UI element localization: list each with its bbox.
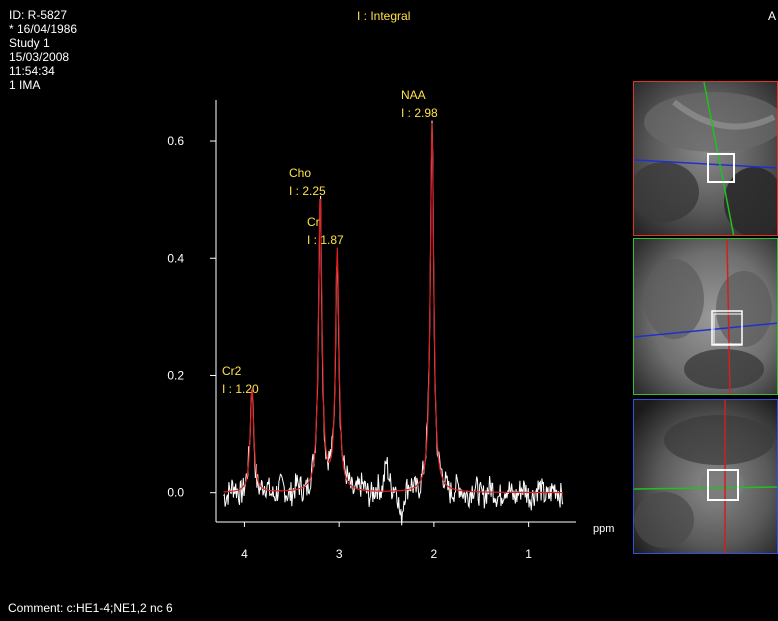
- x-tick-label: 3: [336, 547, 343, 561]
- x-axis-label: ppm: [593, 523, 614, 535]
- study-time: 11:54:34: [9, 64, 55, 78]
- peak-name-label: Cr2: [222, 364, 242, 378]
- study-label: Study 1: [9, 36, 50, 50]
- x-tick-label: 4: [241, 547, 248, 561]
- patient-id: ID: R-5827: [9, 8, 68, 22]
- peak-name-label: Cho: [289, 166, 311, 180]
- x-tick-label: 2: [431, 547, 438, 561]
- peak-name-label: Cr: [307, 215, 320, 229]
- patient-info: ID: R-5827 * 16/04/1986 Study 1 15/03/20…: [9, 8, 77, 92]
- comment-footer: Comment: c:HE1-4;NE1,2 nc 6: [8, 601, 173, 615]
- axial-localizer-image[interactable]: [633, 399, 778, 554]
- measured-spectrum-line: [223, 120, 564, 526]
- chart-labels: Cr2 I : 1.20 Cho I : 2.25 Cr I : 1.87 NAA I : 2…: [222, 88, 438, 396]
- y-tick-label: 0.4: [167, 251, 184, 265]
- peak-integral-label: I : 1.87: [307, 233, 344, 247]
- coronal-localizer-image[interactable]: [633, 238, 778, 395]
- fitted-spectrum-line: [223, 123, 564, 494]
- image-label: 1 IMA: [9, 78, 41, 92]
- y-tick-label: 0.0: [167, 486, 184, 500]
- coronal-localizer-graphic: [634, 239, 777, 394]
- y-tick-label: 0.6: [167, 134, 184, 148]
- axial-localizer-graphic: [634, 400, 777, 553]
- sagittal-localizer-image[interactable]: [633, 81, 778, 236]
- orientation-label: A: [768, 9, 777, 23]
- integral-legend: I : Integral: [357, 9, 411, 23]
- spectrum-chart: 0.0 0.2 0.4 0.6 4 3 2 1 ppm Cr2 I : 1.20 Cho I : 2.…: [167, 88, 614, 561]
- study-date: 15/03/2008: [9, 50, 70, 64]
- y-tick-label: 0.2: [167, 368, 184, 382]
- birth-date: * 16/04/1986: [9, 22, 78, 36]
- peak-name-label: NAA: [401, 88, 426, 102]
- peak-integral-label: I : 1.20: [222, 382, 259, 396]
- chart-marks: [223, 120, 564, 526]
- peak-integral-label: I : 2.98: [401, 106, 438, 120]
- sagittal-localizer-graphic: [634, 82, 777, 235]
- x-tick-label: 1: [525, 547, 532, 561]
- peak-integral-label: I : 2.25: [289, 184, 326, 198]
- chart-axes: 0.0 0.2 0.4 0.6 4 3 2 1 ppm: [167, 100, 614, 561]
